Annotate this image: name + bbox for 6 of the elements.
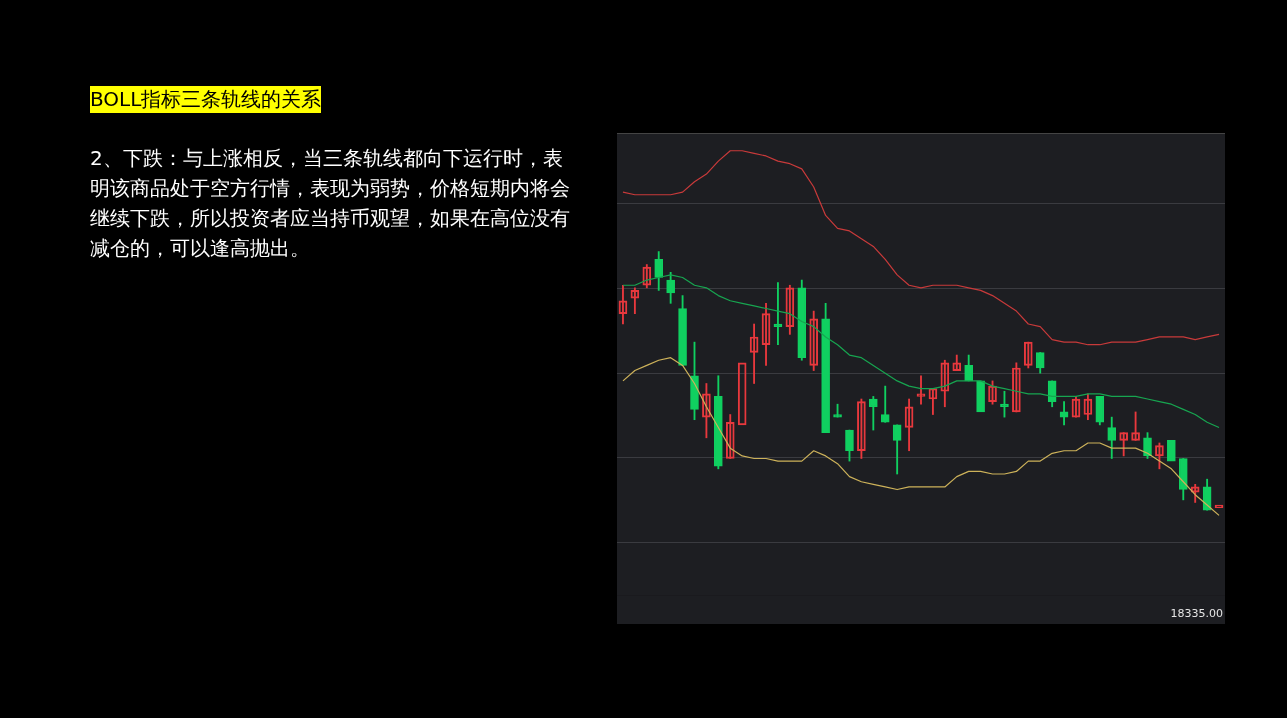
text: BOLL指标三条轨线的关系 — [90, 86, 322, 113]
text: 18335.00 — [1170, 607, 1223, 621]
candlestick — [773, 282, 783, 346]
candlestick — [976, 380, 985, 413]
candlestick — [1167, 440, 1176, 462]
text: 2、下跌：与上涨相反，当三条轨线都向下运行时，表明该商品处于空方行情，表现为弱势，价格短期内将会继续下跌，所以投资者应当持币观望，如果在高位没有减仓的，可以逢高抛出。 — [90, 145, 571, 262]
